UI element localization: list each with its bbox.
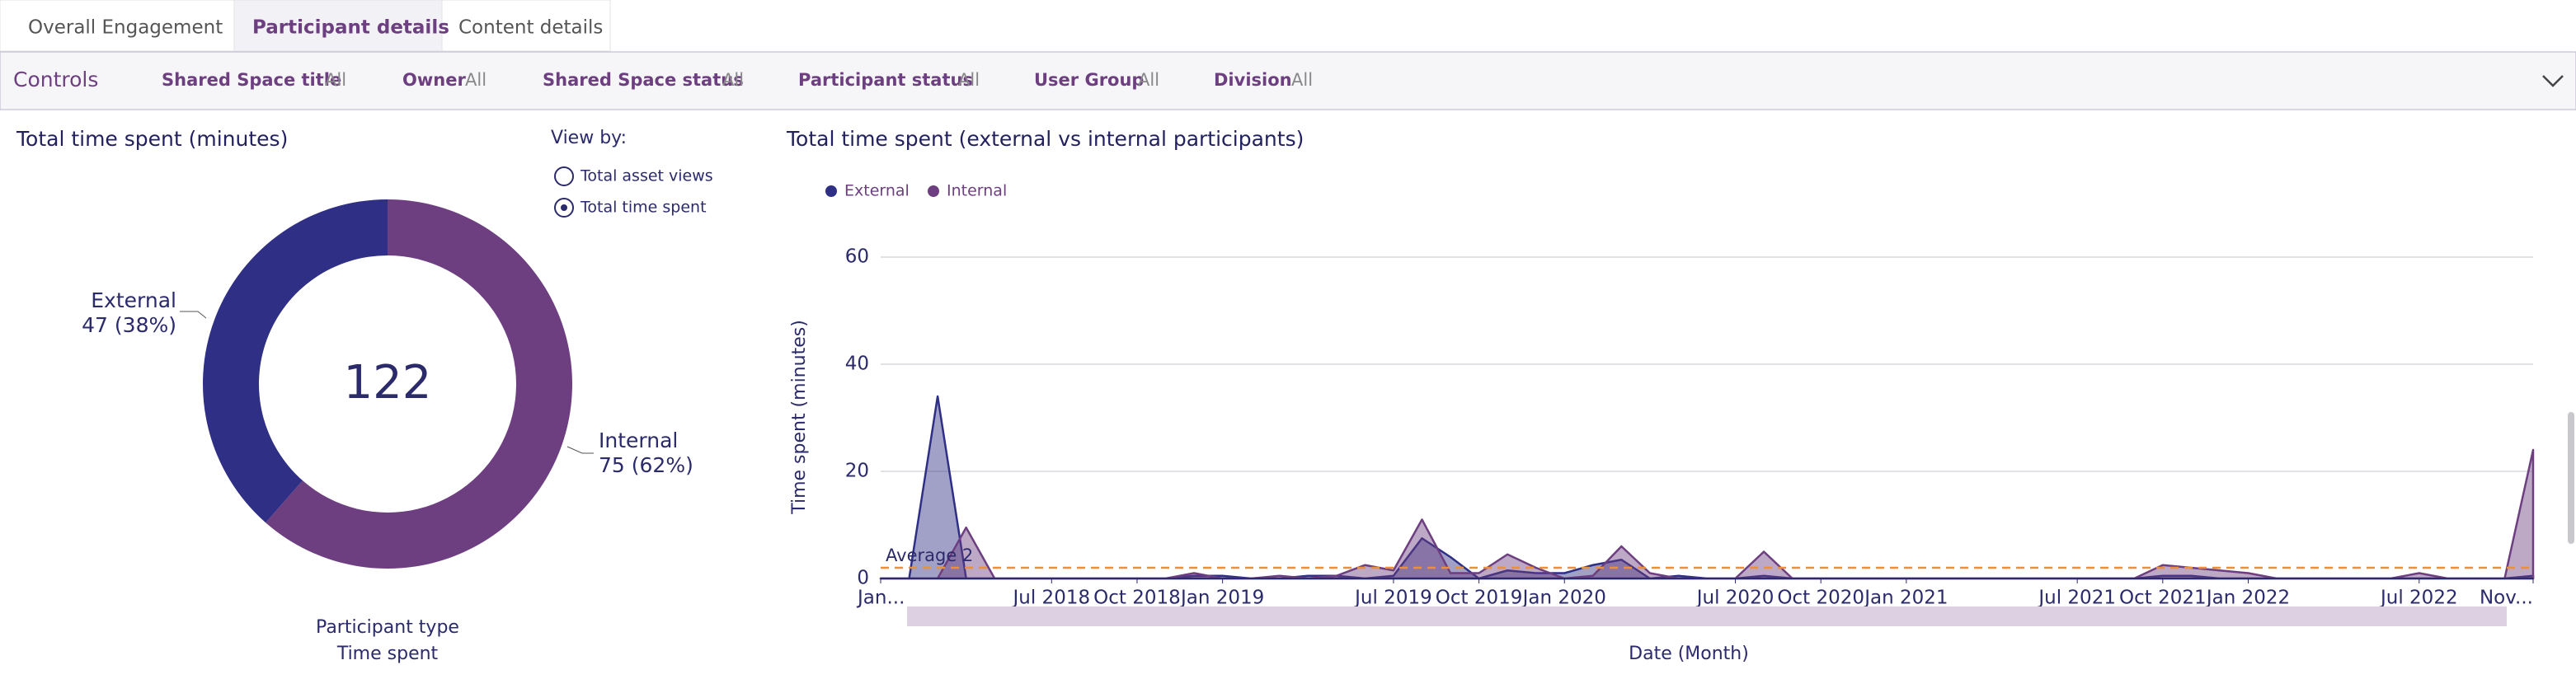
slice-label: External bbox=[91, 288, 176, 312]
donut-slice bbox=[202, 199, 388, 523]
leader-line bbox=[180, 311, 207, 319]
tab[interactable]: Content details bbox=[458, 17, 603, 39]
radio-dot bbox=[561, 204, 567, 211]
radio[interactable] bbox=[554, 166, 574, 186]
x-tick-label: Jul 2022 bbox=[2379, 588, 2458, 609]
tab[interactable]: Overall Engagement bbox=[28, 17, 223, 39]
filter-value[interactable]: All bbox=[722, 70, 744, 90]
filter-value[interactable]: All bbox=[1138, 70, 1159, 90]
tab-box[interactable] bbox=[441, 0, 611, 52]
donut-chart: Total time spent (minutes) 122 External47 … bbox=[16, 127, 693, 664]
scrollbar[interactable] bbox=[2568, 412, 2574, 544]
y-tick-label: 60 bbox=[845, 246, 869, 268]
filter-value[interactable]: All bbox=[465, 70, 487, 90]
x-tick-label: Jul 2021 bbox=[2037, 588, 2116, 609]
legend-label: Internal bbox=[947, 182, 1007, 200]
x-tick-label: Oct 2019 bbox=[1436, 588, 1523, 609]
x-tick-label: Jan 2020 bbox=[1521, 588, 1606, 609]
filter-value[interactable]: All bbox=[958, 70, 980, 90]
range-slider[interactable] bbox=[907, 606, 2507, 626]
x-axis-label: Date (Month) bbox=[1629, 644, 1749, 664]
slice-label: Internal bbox=[599, 428, 678, 452]
area-chart: Total time spent (external vs internal p… bbox=[786, 127, 2535, 664]
legend-label: External bbox=[844, 182, 910, 200]
x-tick-label: Jan 2022 bbox=[2205, 588, 2290, 609]
y-tick-label: 20 bbox=[845, 461, 869, 482]
filter-name[interactable]: Division bbox=[1214, 70, 1292, 90]
chart-title: Total time spent (minutes) bbox=[16, 127, 288, 151]
x-tick-label: Jul 2018 bbox=[1012, 588, 1091, 609]
x-tick-label: Jul 2019 bbox=[1353, 588, 1432, 609]
x-axis-label: Participant type bbox=[316, 617, 459, 638]
x-tick-label: Nov... bbox=[2480, 588, 2533, 609]
radio-label[interactable]: Total time spent bbox=[580, 199, 707, 217]
radio-group: Total asset views Total time spent bbox=[554, 166, 713, 218]
x-tick-label: Oct 2020 bbox=[1777, 588, 1864, 609]
donut-slice bbox=[266, 199, 572, 569]
x-tick-label: Jan 2019 bbox=[1179, 588, 1264, 609]
legend-swatch bbox=[928, 185, 939, 197]
filter-name[interactable]: Owner bbox=[402, 70, 466, 90]
controls-bar bbox=[0, 51, 2576, 110]
radio-label[interactable]: Total asset views bbox=[580, 167, 713, 185]
chart-title: Total time spent (external vs internal p… bbox=[786, 127, 1304, 151]
filter-name[interactable]: Shared Space status bbox=[543, 70, 744, 90]
x-tick-label: Jul 2020 bbox=[1695, 588, 1775, 609]
average-label: Average 2 bbox=[886, 546, 973, 565]
filter-name[interactable]: Participant status bbox=[798, 70, 973, 90]
controls-title: Controls bbox=[13, 68, 98, 91]
y-axis-label: Time spent (minutes) bbox=[789, 320, 810, 515]
x-tick-label: Oct 2021 bbox=[2119, 588, 2207, 609]
y-tick-label: 40 bbox=[845, 354, 869, 375]
filter-value[interactable]: All bbox=[325, 70, 346, 90]
x-tick-label: Jan... bbox=[856, 588, 905, 609]
value-axis-label: Time spent bbox=[336, 644, 439, 664]
filter-name[interactable]: Shared Space title bbox=[162, 70, 341, 90]
filter-name[interactable]: User Group bbox=[1034, 70, 1144, 90]
x-tick-label: Oct 2018 bbox=[1093, 588, 1181, 609]
leader-line bbox=[566, 446, 594, 454]
slice-value-label: 47 (38%) bbox=[82, 313, 176, 337]
tab-active[interactable]: Participant details bbox=[252, 17, 449, 39]
slice-value-label: 75 (62%) bbox=[599, 453, 693, 477]
x-tick-label: Jan 2021 bbox=[1863, 588, 1948, 609]
donut-total: 122 bbox=[344, 356, 432, 410]
tab-box[interactable] bbox=[0, 0, 235, 52]
view-by-label: View by: bbox=[551, 128, 627, 148]
legend-swatch bbox=[825, 185, 837, 197]
y-tick-label: 0 bbox=[857, 568, 869, 589]
expand-chevron[interactable] bbox=[2542, 75, 2564, 87]
filter-value[interactable]: All bbox=[1291, 70, 1313, 90]
